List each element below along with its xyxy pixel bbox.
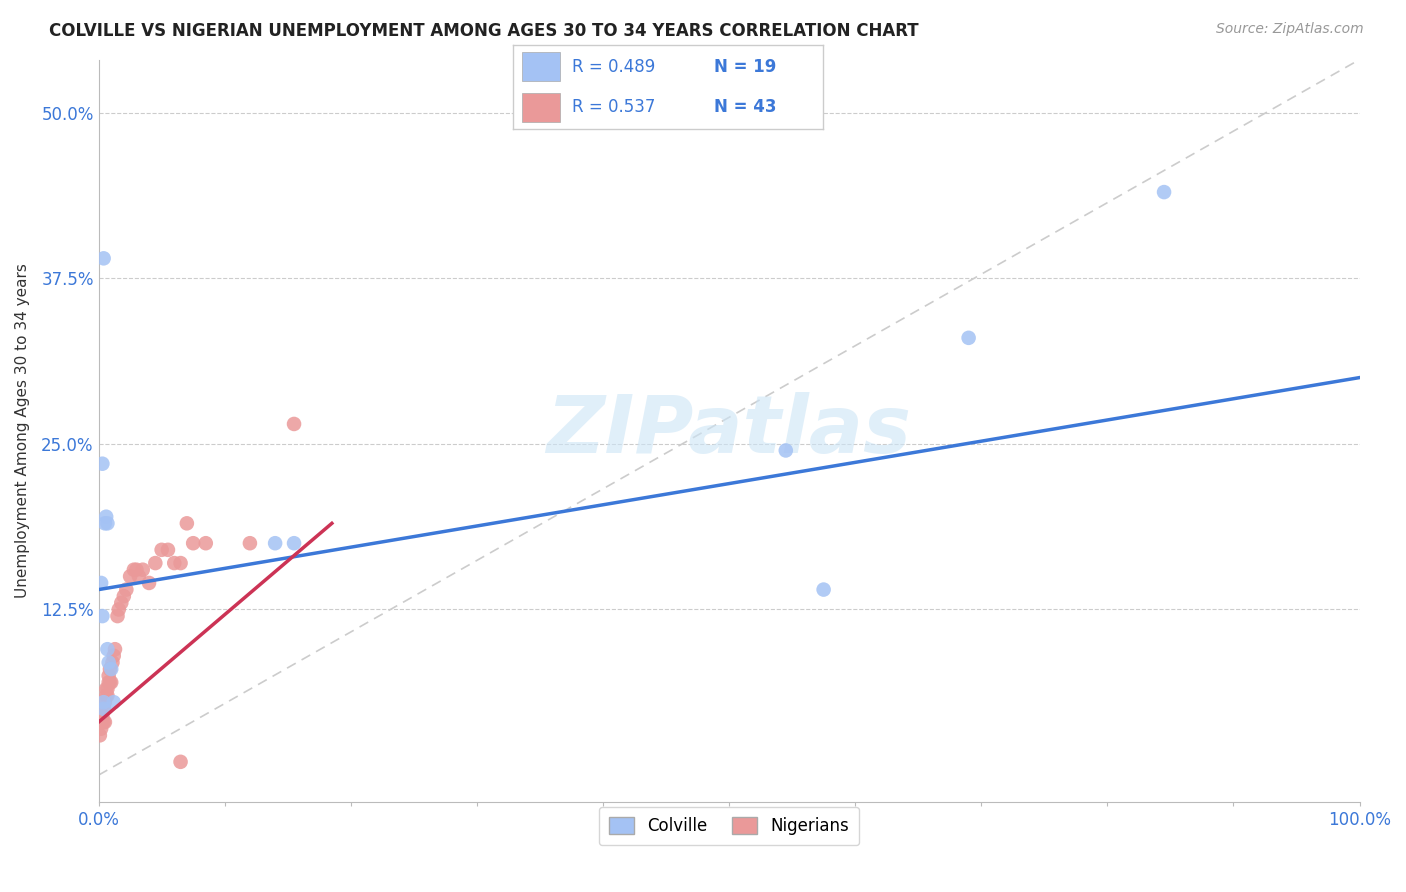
Point	[90, 576, 112, 591]
Point	[98, 662, 121, 676]
Legend: Colville, Nigerians: Colville, Nigerians	[599, 807, 859, 846]
Point	[96, 681, 118, 696]
Point	[90, 715, 112, 730]
Point	[97, 669, 120, 683]
Point	[94, 715, 117, 730]
Point	[96, 689, 118, 703]
Point	[100, 675, 122, 690]
Point	[93, 695, 115, 709]
Point	[112, 589, 135, 603]
Text: N = 19: N = 19	[714, 58, 776, 76]
Bar	[523, 53, 560, 81]
Text: N = 43: N = 43	[714, 98, 776, 116]
Point	[128, 569, 150, 583]
Point	[96, 642, 118, 657]
Point	[91, 708, 114, 723]
Point	[181, 536, 204, 550]
Point	[103, 695, 125, 709]
Point	[264, 536, 287, 550]
Point	[103, 648, 125, 663]
Point	[813, 582, 835, 597]
Point	[1153, 185, 1175, 199]
Point	[132, 563, 155, 577]
Point	[957, 331, 980, 345]
Point	[91, 457, 114, 471]
Point	[93, 702, 115, 716]
Point	[90, 722, 112, 736]
Point	[115, 582, 138, 597]
Point	[283, 417, 305, 431]
Point	[91, 715, 114, 730]
Point	[96, 681, 118, 696]
Point	[93, 702, 115, 716]
Text: R = 0.489: R = 0.489	[572, 58, 655, 76]
Point	[98, 675, 121, 690]
Point	[143, 556, 166, 570]
Point	[156, 542, 179, 557]
Point	[97, 656, 120, 670]
Point	[283, 536, 305, 550]
Point	[163, 556, 186, 570]
Point	[96, 516, 118, 531]
Text: ZIPatlas: ZIPatlas	[547, 392, 911, 469]
Point	[107, 609, 129, 624]
Point	[93, 252, 115, 266]
Point	[176, 516, 198, 531]
Point	[97, 675, 120, 690]
Point	[91, 609, 114, 624]
Point	[104, 642, 127, 657]
Bar	[523, 93, 560, 121]
Point	[775, 443, 797, 458]
Text: Source: ZipAtlas.com: Source: ZipAtlas.com	[1216, 22, 1364, 37]
Y-axis label: Unemployment Among Ages 30 to 34 years: Unemployment Among Ages 30 to 34 years	[15, 263, 30, 598]
Point	[150, 542, 173, 557]
Point	[125, 563, 148, 577]
Point	[89, 728, 111, 742]
Point	[194, 536, 217, 550]
Text: COLVILLE VS NIGERIAN UNEMPLOYMENT AMONG AGES 30 TO 34 YEARS CORRELATION CHART: COLVILLE VS NIGERIAN UNEMPLOYMENT AMONG …	[49, 22, 920, 40]
Point	[110, 596, 132, 610]
Point	[100, 662, 122, 676]
Point	[122, 563, 145, 577]
Point	[169, 556, 191, 570]
Point	[101, 656, 124, 670]
Point	[239, 536, 262, 550]
Point	[120, 569, 142, 583]
Point	[94, 695, 117, 709]
Point	[138, 576, 160, 591]
Point	[94, 516, 117, 531]
Text: R = 0.537: R = 0.537	[572, 98, 655, 116]
Point	[96, 509, 118, 524]
Point	[96, 689, 118, 703]
Point	[169, 755, 191, 769]
Point	[107, 602, 129, 616]
Point	[93, 715, 115, 730]
